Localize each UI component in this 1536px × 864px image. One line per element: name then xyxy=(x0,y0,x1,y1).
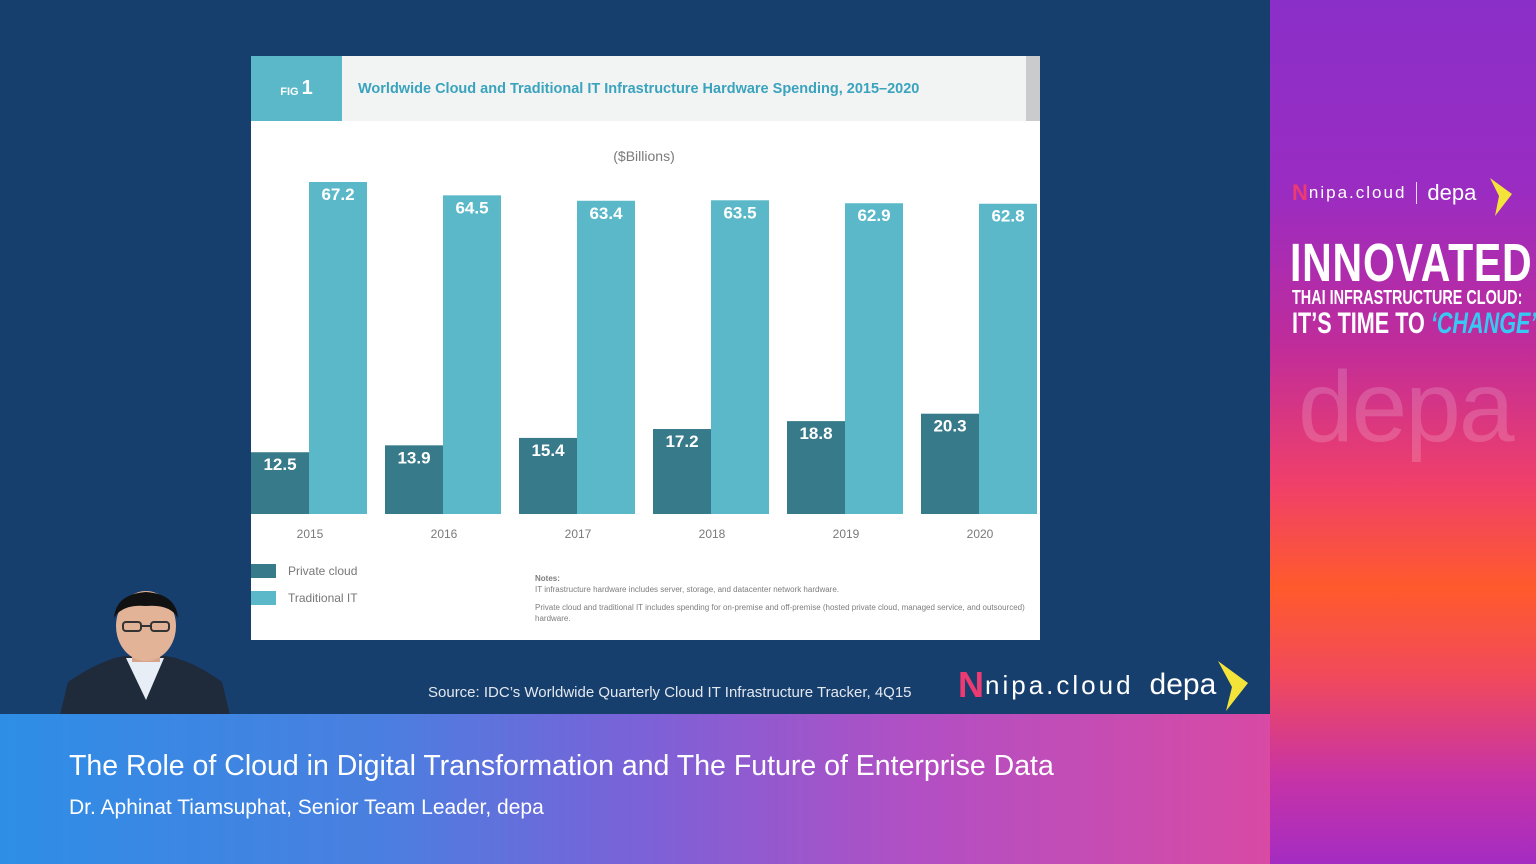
legend-item-private-cloud: Private cloud xyxy=(251,564,357,578)
presentation-slide: FIG 1 Worldwide Cloud and Traditional IT… xyxy=(251,56,1040,640)
x-tick-label-2018: 2018 xyxy=(699,527,726,541)
depa-logo-text: depa xyxy=(1149,668,1217,701)
bar-private-cloud-2017 xyxy=(519,437,577,514)
legend-label-private-cloud: Private cloud xyxy=(288,564,358,578)
nipa-logo-text: nipa.cloud xyxy=(985,669,1134,700)
sidebar-depa-text: depa xyxy=(1427,180,1477,205)
bar-private-cloud-2019 xyxy=(787,421,845,514)
bar-private-cloud-2020 xyxy=(921,413,979,514)
event-subtitle-line1: THAI INFRASTRUCTURE CLOUD: xyxy=(1292,287,1523,309)
event-subtitle-emphasis: ‘CHANGE’ xyxy=(1430,307,1536,340)
note-1: IT infrastructure hardware includes serv… xyxy=(535,584,840,594)
note-2: Private cloud and traditional IT include… xyxy=(535,603,1025,623)
data-label-private-cloud-2018: 17.2 xyxy=(665,432,698,451)
depa-flag-icon xyxy=(1218,661,1249,711)
sidebar-nipa-n-icon: N xyxy=(1292,180,1308,205)
event-sidebar: N nipa.cloud depa INNOVATED THAI INFRAST… xyxy=(1270,0,1536,864)
data-label-private-cloud-2020: 20.3 xyxy=(933,417,966,436)
bar-traditional-it-2016 xyxy=(443,195,501,514)
speaker-name: Dr. Aphinat Tiamsuphat, Senior Team Lead… xyxy=(69,796,544,819)
fig-number: 1 xyxy=(301,77,313,99)
event-subtitle-line2: IT’S TIME TO ‘CHANGE’ xyxy=(1292,307,1536,341)
data-label-traditional-it-2016: 64.5 xyxy=(455,198,488,217)
bar-traditional-it-2018 xyxy=(711,200,769,514)
bar-chart: ($Billions) 12.5 67.2 2015 13.9 64.5 2016 15.4 6… xyxy=(251,148,1037,541)
legend-swatch-private-cloud xyxy=(251,564,276,578)
chart-title-band: Worldwide Cloud and Traditional IT Infra… xyxy=(342,56,1026,121)
source-citation: Source: IDC’s Worldwide Quarterly Cloud … xyxy=(428,684,912,701)
x-tick-label-2015: 2015 xyxy=(297,527,324,541)
depa-watermark: depa xyxy=(1298,351,1514,463)
video-stage: FIG 1 Worldwide Cloud and Traditional IT… xyxy=(0,56,1270,864)
fig-word: FIG xyxy=(280,85,299,98)
bar-traditional-it-2017 xyxy=(577,200,635,514)
sidebar-logo: N nipa.cloud depa xyxy=(1292,180,1522,206)
data-label-traditional-it-2020: 62.8 xyxy=(991,207,1024,226)
x-tick-label-2020: 2020 xyxy=(967,527,994,541)
chart-title: Worldwide Cloud and Traditional IT Infra… xyxy=(358,80,920,97)
data-label-private-cloud-2016: 13.9 xyxy=(397,448,430,467)
legend-label-traditional-it: Traditional IT xyxy=(288,591,358,605)
bar-traditional-it-2019 xyxy=(845,203,903,514)
x-tick-label-2017: 2017 xyxy=(565,527,592,541)
lower-third-banner xyxy=(0,714,1270,864)
data-label-private-cloud-2019: 18.8 xyxy=(799,424,832,443)
x-tick-label-2016: 2016 xyxy=(431,527,458,541)
sidebar-nipa-text: nipa.cloud xyxy=(1308,183,1407,202)
bar-traditional-it-2015 xyxy=(309,182,367,514)
data-label-traditional-it-2019: 62.9 xyxy=(857,206,890,225)
data-label-private-cloud-2015: 12.5 xyxy=(263,455,296,474)
speaker-video-icon xyxy=(60,591,230,715)
event-headline: INNOVATED xyxy=(1290,233,1533,293)
bar-private-cloud-2018 xyxy=(653,429,711,514)
logo-divider xyxy=(1416,182,1418,204)
talk-title: The Role of Cloud in Digital Transformat… xyxy=(69,750,1054,782)
bar-private-cloud-2016 xyxy=(385,445,443,514)
data-label-private-cloud-2017: 15.4 xyxy=(531,441,565,460)
chart-notes: Notes: IT infrastructure hardware includ… xyxy=(535,574,1035,624)
bar-private-cloud-2015 xyxy=(251,452,309,514)
notes-title: Notes: xyxy=(535,574,560,583)
nipa-n-icon: N xyxy=(958,664,984,705)
event-subtitle-prefix: IT’S TIME TO xyxy=(1292,307,1431,340)
x-tick-label-2019: 2019 xyxy=(833,527,860,541)
sidebar-depa-flag-icon xyxy=(1490,178,1512,216)
legend-item-traditional-it: Traditional IT xyxy=(251,591,358,605)
data-label-traditional-it-2015: 67.2 xyxy=(321,185,354,204)
legend-swatch-traditional-it xyxy=(251,591,276,605)
data-label-traditional-it-2018: 63.5 xyxy=(723,203,756,222)
unit-label: ($Billions) xyxy=(613,148,674,164)
title-band-scrollbar xyxy=(1026,56,1040,121)
nipa-depa-logo: N nipa.cloud depa xyxy=(958,657,1250,713)
bar-traditional-it-2020 xyxy=(979,203,1037,514)
data-label-traditional-it-2017: 63.4 xyxy=(589,204,623,223)
figure-label: FIG 1 xyxy=(251,56,342,121)
